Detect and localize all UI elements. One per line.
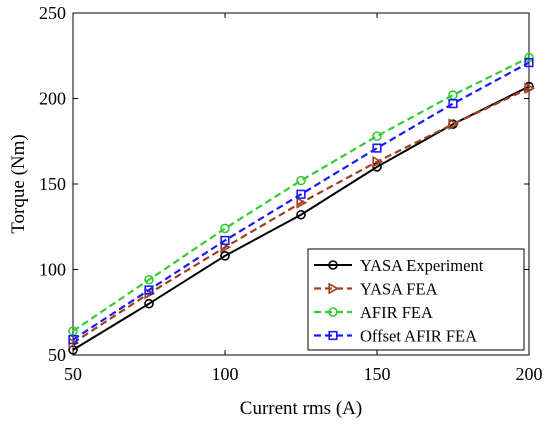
data-point [296, 189, 306, 199]
data-point [448, 99, 458, 109]
data-point [144, 274, 154, 285]
legend-label: Offset AFIR FEA [360, 327, 477, 346]
legend-entry: Offset AFIR FEA [314, 327, 477, 346]
x-tick-label: 200 [516, 364, 543, 384]
data-point [220, 223, 230, 234]
data-point [524, 82, 536, 95]
data-point [448, 118, 460, 130]
x-tick-label: 50 [64, 364, 82, 384]
data-point [220, 235, 230, 246]
data-point [144, 298, 154, 309]
legend: YASA Experiment YASA FEA AFIR FEA Offset AF… [307, 248, 525, 351]
legend-marker [328, 307, 338, 317]
legend-label: YASA FEA [360, 280, 438, 299]
data-point [296, 209, 306, 220]
data-point [296, 196, 308, 209]
series-line [72, 61, 530, 341]
data-point [372, 131, 382, 141]
legend-entry: YASA Experiment [314, 256, 484, 275]
axis-ticks: 50 100 150 200 50 100 150 200 250 [39, 3, 543, 384]
legend-entry: AFIR FEA [314, 303, 433, 322]
y-tick-label: 50 [48, 345, 66, 365]
legend-entry: YASA FEA [314, 280, 438, 299]
data-point [372, 143, 382, 153]
series-line [72, 56, 530, 332]
legend-marker [328, 282, 340, 295]
legend-label: AFIR FEA [360, 303, 433, 322]
y-tick-label: 200 [39, 89, 66, 109]
data-point [144, 285, 154, 295]
y-axis-title: Torque (Nm) [8, 134, 29, 233]
data-point [524, 57, 534, 68]
y-tick-label: 100 [39, 260, 66, 280]
x-tick-label: 100 [212, 364, 239, 384]
legend-marker [328, 260, 338, 270]
series-offset-afir-fea [68, 57, 534, 345]
series-layer [68, 52, 536, 355]
x-axis-title: Current rms (A) [240, 398, 362, 419]
series-line [72, 85, 530, 351]
legend-marker [328, 330, 338, 341]
legend-label: YASA Experiment [360, 256, 484, 275]
data-point [68, 335, 78, 345]
data-point [296, 175, 306, 186]
data-point [524, 52, 534, 63]
data-point [372, 155, 384, 168]
data-point [220, 251, 230, 261]
y-tick-label: 250 [39, 3, 66, 23]
x-tick-label: 150 [364, 364, 391, 384]
y-tick-label: 150 [39, 174, 66, 194]
